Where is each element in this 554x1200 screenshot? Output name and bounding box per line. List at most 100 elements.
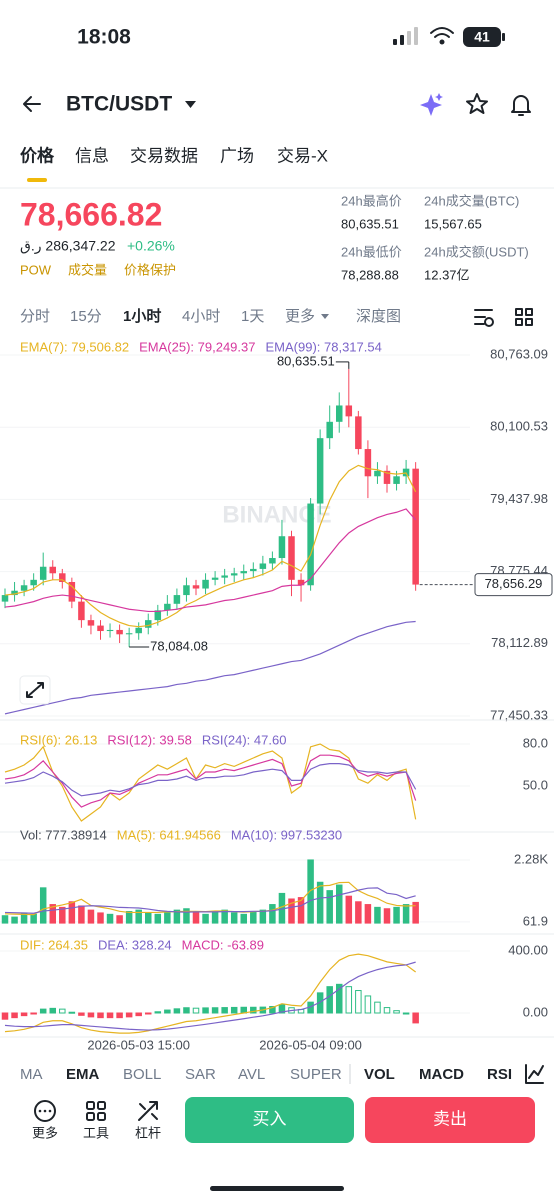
indicator[interactable]: VOL <box>364 1066 395 1083</box>
macd-bar <box>269 1005 276 1014</box>
interval-bar: 分时 15分 1小时 4小时 1天 更多 深度图 <box>20 308 401 325</box>
macd-bar <box>345 986 353 1014</box>
volume-bar <box>307 859 314 924</box>
interval[interactable]: 1小时 <box>123 308 161 325</box>
volume-bar <box>355 901 362 924</box>
pair-title[interactable]: BTC/USDT <box>66 93 172 116</box>
fullscreen-icon[interactable] <box>19 675 51 705</box>
candle-body <box>173 595 181 604</box>
ai-icon[interactable] <box>420 93 443 116</box>
indicator[interactable]: SAR <box>185 1066 216 1083</box>
candle-body <box>269 558 276 564</box>
macd-bar <box>336 983 343 1014</box>
volume-bar <box>135 909 142 924</box>
macd-bar <box>125 1012 133 1018</box>
home-indicator <box>210 1186 344 1191</box>
tab[interactable]: 价格 <box>20 145 55 165</box>
indicator[interactable]: SUPER <box>290 1066 342 1083</box>
interval[interactable]: 15分 <box>70 308 102 325</box>
stat-label: 24h成交量(BTC) <box>424 193 519 208</box>
x-tick-label: 2026-05-03 15:00 <box>87 1037 190 1052</box>
legend-entry: RSI(12): 39.58 <box>107 732 192 747</box>
indicator[interactable]: EMA <box>66 1066 100 1083</box>
candle-body <box>202 579 209 589</box>
tab[interactable]: 交易-X <box>277 146 328 165</box>
action-label[interactable]: 更多 <box>32 1125 58 1140</box>
buy-label[interactable]: 买入 <box>253 1109 287 1128</box>
chart-settings-icon[interactable] <box>474 309 494 327</box>
macd-bar <box>412 1012 419 1024</box>
candle-body <box>97 625 104 632</box>
tab[interactable]: 广场 <box>220 146 254 165</box>
volume-bar <box>78 905 85 924</box>
candle-body <box>183 585 190 596</box>
legend-entry: EMA(7): 79,506.82 <box>20 339 129 354</box>
volume-bar <box>383 908 391 924</box>
tab[interactable]: 交易数据 <box>130 146 198 165</box>
volume-bar <box>145 912 152 924</box>
action-label[interactable]: 工具 <box>83 1125 109 1140</box>
action-label[interactable]: 杠杆 <box>135 1125 161 1140</box>
favorite-icon[interactable] <box>466 93 488 114</box>
macd-bar <box>183 1007 190 1014</box>
interval[interactable]: 更多 <box>285 308 315 325</box>
stat-label: 24h最高价 <box>341 193 402 208</box>
candle-body <box>230 573 238 576</box>
indicator[interactable]: RSI <box>487 1066 512 1083</box>
candle-body <box>154 610 162 621</box>
candle-body <box>278 536 286 559</box>
chart-indicator-icon[interactable] <box>525 1064 544 1084</box>
macd-bar <box>383 1007 391 1014</box>
legend-entry: EMA(25): 79,249.37 <box>139 339 255 354</box>
indicator[interactable]: MACD <box>419 1066 464 1083</box>
macd-bar <box>87 1012 95 1018</box>
macd-bar <box>173 1008 181 1014</box>
indicator[interactable]: MA <box>20 1066 43 1083</box>
candle-body <box>345 405 353 417</box>
legend-entry: MA(10): 997.53230 <box>231 827 342 842</box>
macd-bar <box>211 1007 219 1014</box>
candle-body <box>106 629 114 632</box>
candle-body <box>11 590 18 596</box>
tab[interactable]: 信息 <box>75 146 109 165</box>
legend-entry: EMA(99): 78,317.54 <box>265 339 381 354</box>
candle-body <box>135 627 142 634</box>
more-dropdown[interactable] <box>321 314 329 319</box>
stat-value: 78,288.88 <box>341 267 399 282</box>
layout-icon[interactable] <box>515 308 533 326</box>
sell-button[interactable] <box>365 1097 535 1143</box>
volume-bar <box>49 904 56 924</box>
sell-label[interactable]: 卖出 <box>433 1109 467 1128</box>
volume-bar <box>336 884 343 924</box>
y-tick-label: 80.0 <box>523 735 548 750</box>
x-tick-label: 2026-05-04 09:00 <box>259 1037 362 1052</box>
back-button[interactable] <box>23 96 41 112</box>
tab-indicator <box>27 178 47 182</box>
pair-dropdown[interactable] <box>185 101 196 108</box>
action-icons[interactable] <box>34 1100 158 1122</box>
status-time: 18:08 <box>77 26 131 49</box>
tags: POW 成交量 价格保护 <box>20 262 176 277</box>
indicator[interactable]: AVL <box>238 1066 265 1083</box>
indicator[interactable]: BOLL <box>123 1066 161 1083</box>
macd-bar <box>30 1012 37 1015</box>
buy-button[interactable] <box>185 1097 354 1143</box>
legend-entry: RSI(6): 26.13 <box>20 732 97 747</box>
legend-entry: RSI(24): 47.60 <box>202 732 287 747</box>
interval[interactable]: 分时 <box>20 308 50 325</box>
candle-body <box>125 633 133 635</box>
interval[interactable]: 1天 <box>241 308 264 325</box>
volume-bar <box>192 912 200 924</box>
interval[interactable]: 4小时 <box>182 308 220 325</box>
volume-bar <box>288 898 295 924</box>
volume-bar <box>106 913 114 924</box>
macd-bar <box>230 1006 238 1014</box>
macd-bar <box>97 1012 104 1019</box>
interval[interactable]: 深度图 <box>356 308 401 325</box>
y-tick-label: 80,100.53 <box>490 419 548 434</box>
indicator-line <box>4 754 417 808</box>
y-tick-label: 50.0 <box>523 777 548 792</box>
alert-icon[interactable] <box>511 95 531 116</box>
status-icons <box>393 27 505 47</box>
macd-bar <box>20 1012 28 1017</box>
